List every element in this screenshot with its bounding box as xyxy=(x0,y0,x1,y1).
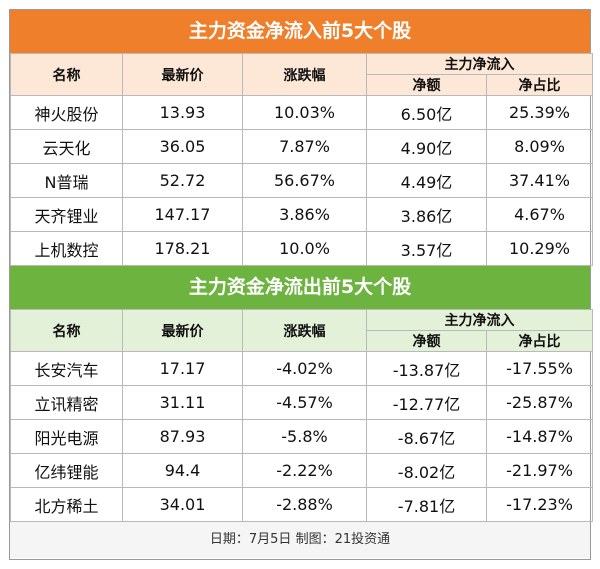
stock-name: 阳光电源 xyxy=(10,419,123,454)
fund-flow-panel: 主力资金净流入前5大个股 名称 最新价 涨跌幅 主力净流入 净额 净占比 神火股… xyxy=(9,9,593,560)
header-net: 净额 xyxy=(366,330,487,352)
stock-change: 10.0% xyxy=(242,231,367,266)
footer-credit: 日期：7月5日 制图：21投资通 xyxy=(10,522,590,558)
table-row: 北方稀土 34.01 -2.88% -7.81亿 -17.23% xyxy=(10,487,593,522)
stock-net: -13.87亿 xyxy=(366,351,487,386)
stock-name: 上机数控 xyxy=(10,231,123,266)
stock-price: 17.17 xyxy=(122,351,243,386)
header-name: 名称 xyxy=(10,309,123,352)
table-row: 立讯精密 31.11 -4.57% -12.77亿 -25.87% xyxy=(10,385,593,420)
stock-ratio: -17.23% xyxy=(486,487,593,522)
inflow-title: 主力资金净流入前5大个股 xyxy=(10,10,590,53)
table-row: 天齐锂业 147.17 3.86% 3.86亿 4.67% xyxy=(10,197,593,232)
stock-name: N普瑞 xyxy=(10,163,123,198)
header-change: 涨跌幅 xyxy=(242,53,367,96)
stock-change: -2.88% xyxy=(242,487,367,522)
stock-price: 34.01 xyxy=(122,487,243,522)
header-ratio: 净占比 xyxy=(486,330,593,352)
stock-price: 52.72 xyxy=(122,163,243,198)
stock-name: 亿纬锂能 xyxy=(10,453,123,488)
stock-change: -4.57% xyxy=(242,385,367,420)
stock-change: 10.03% xyxy=(242,95,367,130)
stock-change: 56.67% xyxy=(242,163,367,198)
stock-net: -8.67亿 xyxy=(366,419,487,454)
stock-price: 147.17 xyxy=(122,197,243,232)
stock-ratio: 10.29% xyxy=(486,231,593,266)
stock-change: -5.8% xyxy=(242,419,367,454)
header-ratio: 净占比 xyxy=(486,74,593,96)
stock-price: 36.05 xyxy=(122,129,243,164)
stock-net: 4.90亿 xyxy=(366,129,487,164)
header-price: 最新价 xyxy=(122,53,243,96)
table-row: 上机数控 178.21 10.0% 3.57亿 10.29% xyxy=(10,231,593,266)
stock-net: 4.49亿 xyxy=(366,163,487,198)
table-row: 亿纬锂能 94.4 -2.22% -8.02亿 -21.97% xyxy=(10,453,593,488)
stock-name: 神火股份 xyxy=(10,95,123,130)
table-row: 阳光电源 87.93 -5.8% -8.67亿 -14.87% xyxy=(10,419,593,454)
stock-net: -12.77亿 xyxy=(366,385,487,420)
stock-ratio: 25.39% xyxy=(486,95,593,130)
stock-name: 云天化 xyxy=(10,129,123,164)
stock-net: 3.86亿 xyxy=(366,197,487,232)
stock-name: 长安汽车 xyxy=(10,351,123,386)
stock-net: 6.50亿 xyxy=(366,95,487,130)
table-row: 长安汽车 17.17 -4.02% -13.87亿 -17.55% xyxy=(10,351,593,386)
header-change: 涨跌幅 xyxy=(242,309,367,352)
table-row: 神火股份 13.93 10.03% 6.50亿 25.39% xyxy=(10,95,593,130)
stock-net: -7.81亿 xyxy=(366,487,487,522)
stock-net: -8.02亿 xyxy=(366,453,487,488)
stock-change: -4.02% xyxy=(242,351,367,386)
stock-name: 北方稀土 xyxy=(10,487,123,522)
header-name: 名称 xyxy=(10,53,123,96)
stock-price: 94.4 xyxy=(122,453,243,488)
stock-price: 31.11 xyxy=(122,385,243,420)
stock-name: 天齐锂业 xyxy=(10,197,123,232)
stock-price: 87.93 xyxy=(122,419,243,454)
table-row: 云天化 36.05 7.87% 4.90亿 8.09% xyxy=(10,129,593,164)
stock-net: 3.57亿 xyxy=(366,231,487,266)
stock-ratio: -14.87% xyxy=(486,419,593,454)
stock-change: 3.86% xyxy=(242,197,367,232)
stock-change: -2.22% xyxy=(242,453,367,488)
stock-ratio: 4.67% xyxy=(486,197,593,232)
stock-ratio: -21.97% xyxy=(486,453,593,488)
stock-name: 立讯精密 xyxy=(10,385,123,420)
stock-price: 178.21 xyxy=(122,231,243,266)
table-row: N普瑞 52.72 56.67% 4.49亿 37.41% xyxy=(10,163,593,198)
header-price: 最新价 xyxy=(122,309,243,352)
outflow-title: 主力资金净流出前5大个股 xyxy=(10,266,590,309)
inflow-table: 名称 最新价 涨跌幅 主力净流入 净额 净占比 神火股份 13.93 10.03… xyxy=(10,53,593,266)
stock-ratio: 37.41% xyxy=(486,163,593,198)
outflow-table: 名称 最新价 涨跌幅 主力净流入 净额 净占比 长安汽车 17.17 -4.02… xyxy=(10,309,593,522)
stock-change: 7.87% xyxy=(242,129,367,164)
stock-ratio: -17.55% xyxy=(486,351,593,386)
header-group: 主力净流入 xyxy=(366,53,593,75)
header-net: 净额 xyxy=(366,74,487,96)
header-group: 主力净流入 xyxy=(366,309,593,331)
stock-ratio: 8.09% xyxy=(486,129,593,164)
stock-price: 13.93 xyxy=(122,95,243,130)
stock-ratio: -25.87% xyxy=(486,385,593,420)
